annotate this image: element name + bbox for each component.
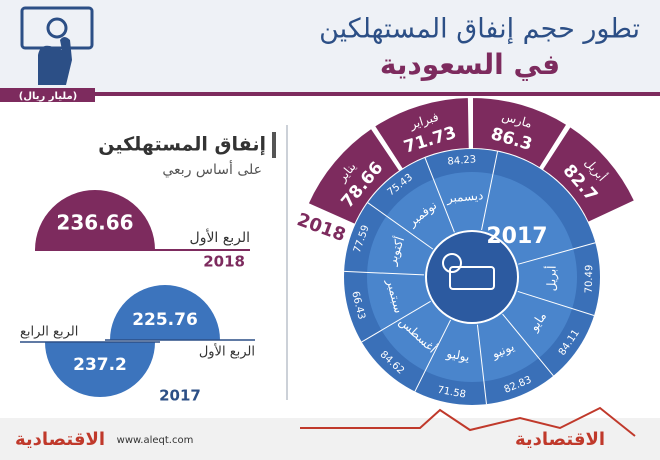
month-label: ديسمبر (445, 188, 484, 206)
segment-divider (414, 319, 452, 392)
quarter-value: 237.2 (73, 355, 127, 375)
money-icon (20, 6, 94, 85)
header-band (0, 0, 660, 92)
title: تطور حجم إنفاق المستهلكين (319, 14, 640, 45)
month-label: يوليو (444, 346, 470, 365)
footer-url: www.aleqt.com (117, 435, 194, 446)
segment-divider (481, 151, 499, 231)
segment-divider (517, 290, 595, 316)
subtitle: في السعودية (380, 48, 560, 81)
quarterly-title: إنفاق المستهلكين (98, 134, 266, 156)
footer-brand-right: الاقتصادية (515, 429, 605, 450)
coin-icon (442, 253, 462, 273)
year-label: 2017 (159, 387, 201, 405)
quarter-value: 225.76 (132, 310, 198, 330)
segment-divider (344, 270, 425, 276)
segment-divider (424, 157, 455, 233)
segment-divider (476, 324, 487, 405)
footer-line (300, 406, 636, 437)
segment-divider (502, 313, 554, 377)
month-label: أبريل (543, 265, 559, 291)
month-value: 71.58 (437, 385, 467, 401)
quarterly-subtitle: على أساس ربعي (162, 160, 262, 178)
half-circle (45, 342, 155, 397)
heading-bar (272, 132, 276, 158)
header-rule (95, 92, 660, 96)
quarter-value: 236.66 (56, 211, 133, 235)
month-value: 84.23 (447, 154, 476, 167)
year-label: 2017 (486, 224, 547, 249)
year-label: 2018 (203, 253, 245, 271)
quarter-label: الربع الرابع (20, 325, 78, 340)
segment-divider (367, 202, 434, 250)
cash-icon (449, 266, 495, 290)
quarter-label: الربع الأول (190, 228, 250, 246)
half-circle (35, 190, 155, 250)
unit-band (0, 88, 95, 102)
footer-brand: الاقتصادية (15, 429, 105, 450)
segment-divider (361, 300, 431, 343)
half-circle (110, 285, 220, 340)
unit: (مليار ريال) (19, 91, 77, 102)
quarter-label: الربع الأول (199, 343, 255, 360)
segment-divider (518, 242, 596, 265)
month-value: 70.49 (584, 265, 595, 294)
